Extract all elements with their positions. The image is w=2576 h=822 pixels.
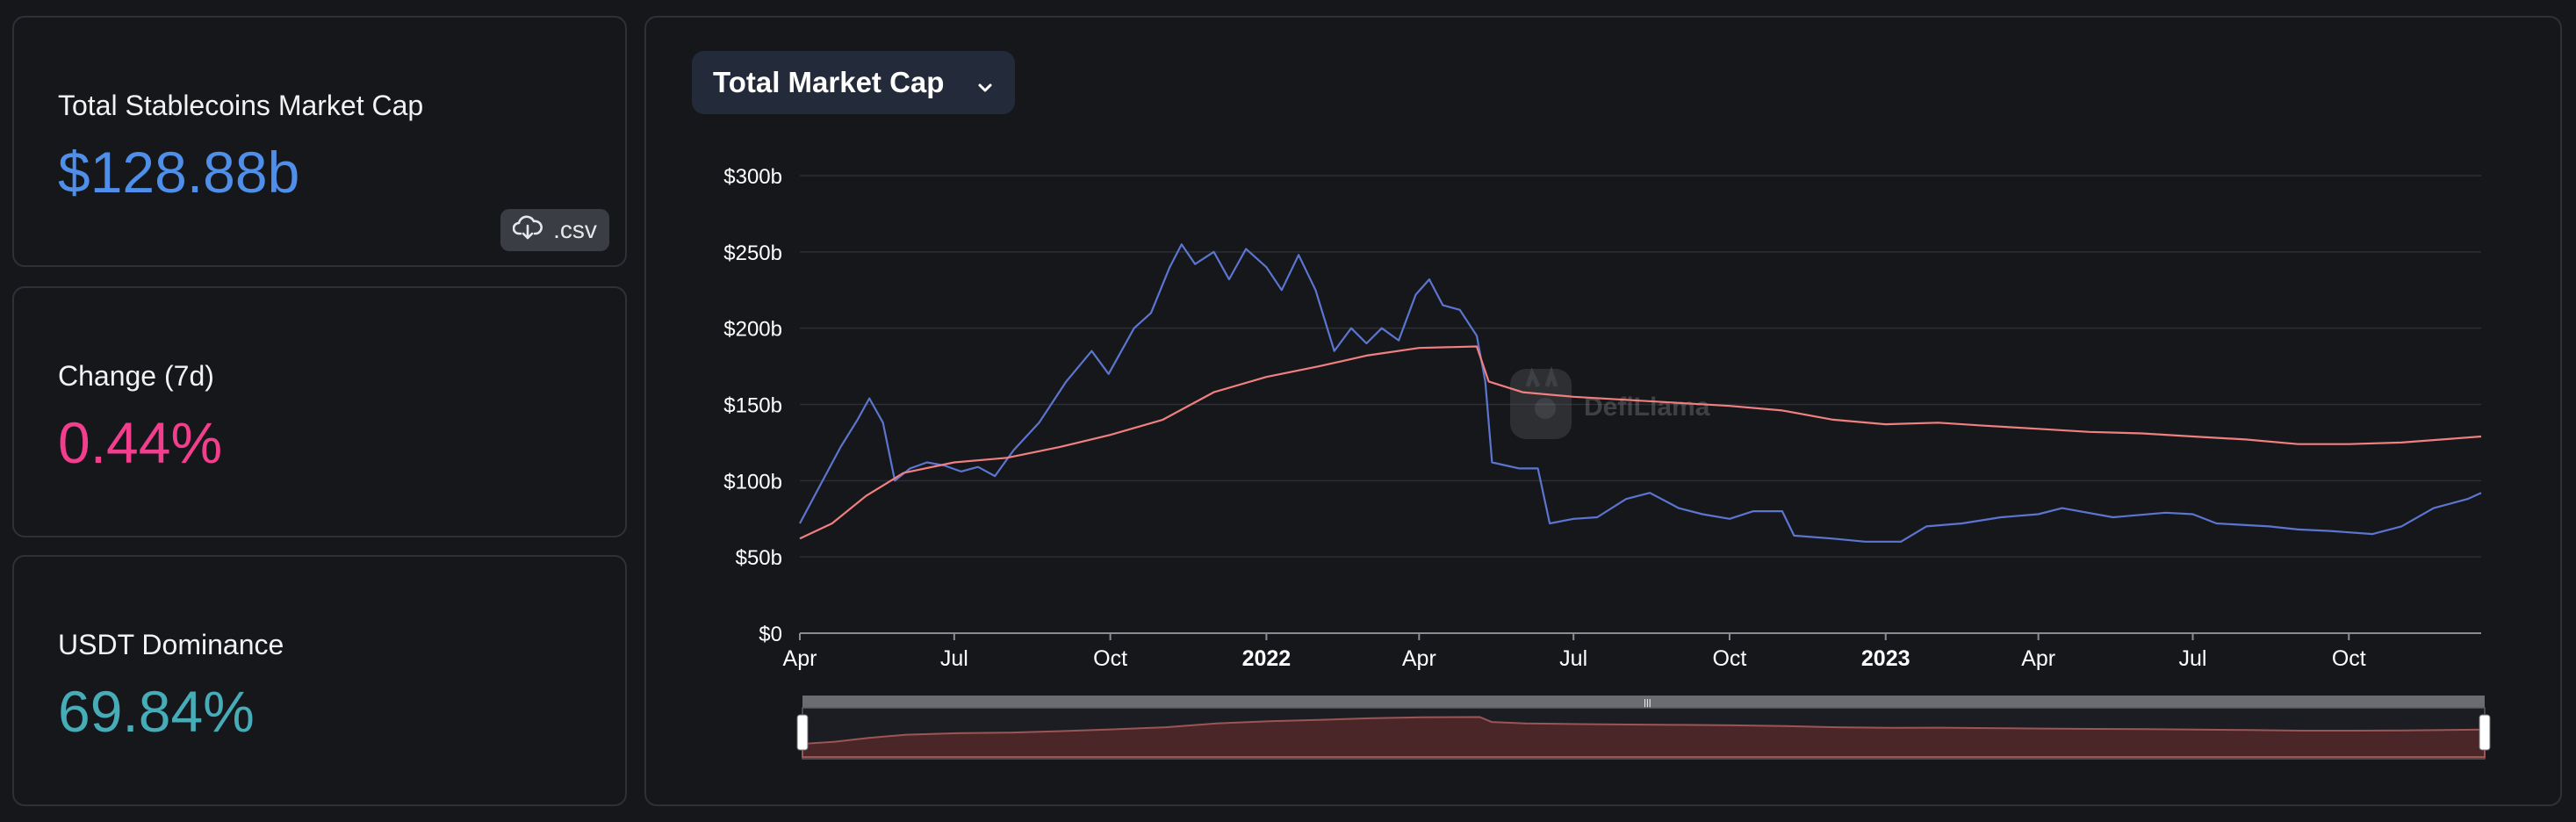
llama-logo-icon xyxy=(1510,366,1572,439)
y-tick-label: $0 xyxy=(759,623,782,646)
x-tick-label: 2023 xyxy=(1861,646,1910,671)
csv-label: .csv xyxy=(553,216,597,243)
stat-value: 69.84% xyxy=(58,679,255,744)
x-tick-label: Jul xyxy=(2179,646,2207,671)
stat-value: 0.44% xyxy=(58,410,223,475)
stat-label: Total Stablecoins Market Cap xyxy=(58,90,424,121)
y-tick-label: $300b xyxy=(723,165,782,189)
stat-card-total-mcap: Total Stablecoins Market Cap $128.88b .c… xyxy=(12,16,627,267)
brush-preview-area xyxy=(802,716,2486,758)
cloud-download-icon xyxy=(512,214,543,247)
download-csv-button[interactable]: .csv xyxy=(500,209,609,251)
watermark: DefiLlama xyxy=(1510,366,1710,439)
chart-type-dropdown[interactable]: Total Market Cap xyxy=(692,51,1015,114)
brush-right-handle[interactable] xyxy=(2479,714,2491,751)
brush-left-handle[interactable] xyxy=(796,714,809,751)
stat-card-change-7d: Change (7d) 0.44% xyxy=(12,286,627,537)
dropdown-label: Total Market Cap xyxy=(713,66,945,98)
stat-card-usdt-dominance: USDT Dominance 69.84% xyxy=(12,555,627,806)
stat-label: Change (7d) xyxy=(58,360,214,392)
series-line-2 xyxy=(799,345,2482,540)
stat-value: $128.88b xyxy=(58,140,300,205)
brush-track[interactable] xyxy=(802,696,2485,708)
range-brush[interactable]: ||| xyxy=(796,696,2491,760)
x-tick-label: 2022 xyxy=(1242,646,1292,671)
y-tick-label: $100b xyxy=(723,470,782,494)
brush-grip[interactable]: ||| xyxy=(1644,698,1651,709)
series-line-1 xyxy=(799,243,2482,543)
stat-label: USDT Dominance xyxy=(58,629,284,660)
x-tick-label: Apr xyxy=(2021,646,2055,671)
y-tick-label: $150b xyxy=(723,394,782,418)
x-tick-label: Oct xyxy=(1093,646,1127,671)
y-tick-label: $50b xyxy=(736,546,782,570)
y-tick-label: $200b xyxy=(723,318,782,342)
x-tick-label: Oct xyxy=(2332,646,2366,671)
x-tick-label: Apr xyxy=(1402,646,1436,671)
x-tick-label: Jul xyxy=(940,646,968,671)
watermark-label: DefiLlama xyxy=(1584,393,1710,422)
chevron-down-icon xyxy=(975,72,996,105)
x-tick-label: Apr xyxy=(783,646,817,671)
chart-card: Total Market Cap xyxy=(644,16,2562,806)
x-tick-label: Jul xyxy=(1559,646,1587,671)
x-tick-label: Oct xyxy=(1712,646,1746,671)
y-tick-label: $250b xyxy=(723,242,782,265)
